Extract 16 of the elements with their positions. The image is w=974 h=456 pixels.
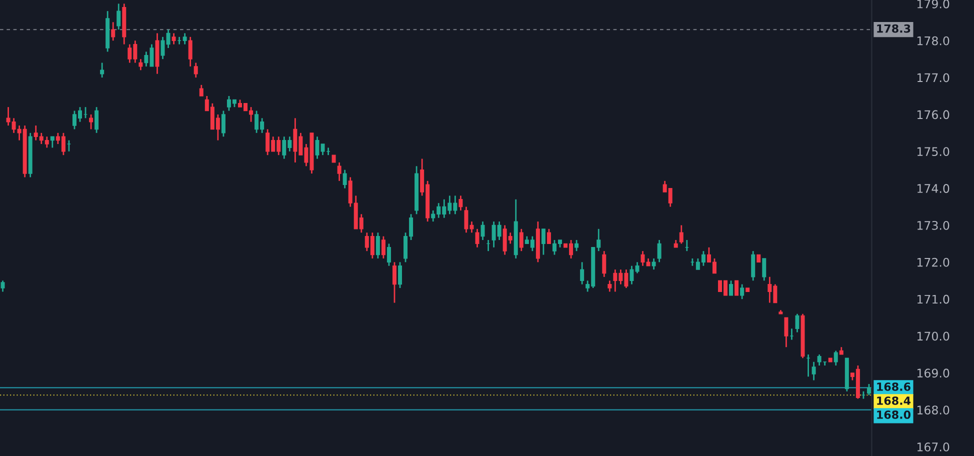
- ref-line-label: 168.6: [877, 382, 910, 391]
- ref-line-label: 168.4: [877, 396, 911, 405]
- y-tick-label: 171.0: [917, 294, 950, 304]
- ref-line-label: 168.0: [877, 410, 911, 419]
- y-tick-label: 176.0: [917, 110, 950, 120]
- y-tick-label: 168.0: [917, 406, 950, 414]
- y-tick-label: 167.0: [917, 442, 950, 452]
- y-tick-label: 173.0: [917, 220, 950, 230]
- ref-line-label: 178.3: [877, 24, 910, 33]
- y-tick-label: 169.0: [917, 368, 950, 378]
- y-tick-label: 170.0: [917, 332, 950, 341]
- y-tick-label: 172.0: [917, 258, 950, 267]
- y-tick-label: 174.0: [917, 184, 950, 193]
- y-tick-label: 175.0: [917, 147, 950, 156]
- y-tick-label: 177.0: [917, 73, 950, 82]
- y-tick-label: 178.0: [917, 36, 950, 46]
